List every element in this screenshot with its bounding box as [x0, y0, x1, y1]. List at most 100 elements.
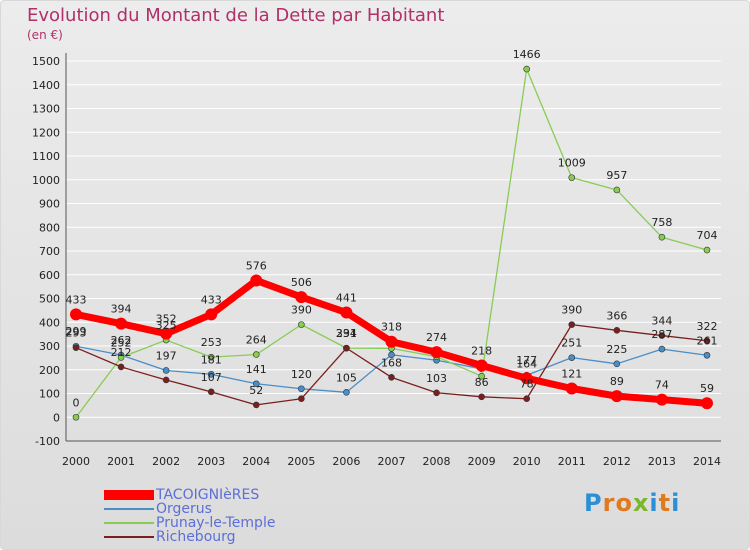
data-point	[343, 344, 350, 352]
data-label: 103	[426, 372, 447, 385]
data-label: 287	[651, 328, 672, 341]
data-point	[478, 372, 485, 380]
data-label: 121	[561, 368, 582, 381]
data-point	[388, 351, 395, 359]
y-tick-label: 200	[39, 364, 60, 377]
y-tick-label: 1300	[32, 103, 60, 116]
x-tick-label: 2005	[287, 455, 315, 468]
data-label: 394	[111, 303, 132, 316]
data-label: 291	[336, 327, 357, 340]
data-label: 107	[201, 371, 222, 384]
data-point	[655, 393, 668, 406]
y-tick-label: 1400	[32, 79, 60, 92]
data-point	[70, 308, 82, 321]
data-label: 758	[651, 216, 672, 229]
data-label: 218	[471, 344, 492, 357]
data-point	[298, 395, 305, 403]
y-tick-label: 700	[39, 245, 60, 258]
data-label: 344	[651, 315, 672, 328]
data-label: 89	[610, 375, 624, 388]
data-point	[115, 317, 128, 330]
y-tick-label: 600	[39, 269, 60, 282]
legend-swatch	[104, 508, 154, 510]
data-label: 105	[336, 371, 357, 384]
data-label: 181	[201, 353, 222, 366]
data-point	[520, 372, 533, 385]
y-tick-label: 400	[39, 316, 60, 329]
x-tick-label: 2007	[377, 455, 405, 468]
data-label: 253	[201, 336, 222, 349]
data-point	[250, 274, 263, 287]
data-point	[252, 401, 260, 409]
data-point	[703, 246, 711, 254]
data-point	[523, 65, 531, 73]
data-label: 576	[246, 259, 267, 272]
data-label: 390	[291, 304, 312, 317]
logo-letter: i	[649, 489, 659, 517]
data-point	[117, 363, 125, 371]
data-point	[568, 321, 576, 328]
data-point	[568, 354, 576, 361]
x-tick-label: 2003	[197, 455, 225, 468]
data-point	[298, 321, 305, 328]
data-label: 86	[475, 376, 489, 389]
data-point	[568, 174, 576, 181]
data-label: 1466	[513, 48, 541, 61]
data-label: 251	[561, 337, 582, 350]
data-label: 352	[156, 313, 177, 326]
x-tick-label: 2012	[603, 455, 631, 468]
x-tick-label: 2014	[693, 455, 721, 468]
logo-letter: P	[584, 489, 603, 517]
data-point	[340, 306, 353, 319]
legend-swatch	[104, 490, 154, 500]
proxiti-logo: Proxiti	[584, 489, 680, 517]
data-label: 299	[66, 325, 87, 338]
data-label: 506	[291, 276, 312, 289]
y-tick-label: 1100	[32, 150, 60, 163]
data-point	[430, 346, 443, 359]
data-point	[658, 233, 666, 241]
data-label: 74	[655, 379, 669, 392]
y-tick-label: -100	[35, 435, 60, 448]
data-point	[523, 395, 531, 403]
data-point	[162, 367, 170, 374]
data-point	[207, 353, 215, 361]
data-point	[72, 344, 80, 351]
data-label: 177	[516, 354, 537, 367]
data-label: 252	[111, 336, 132, 349]
data-label: 197	[156, 349, 177, 362]
legend-label: TACOIGNIèRES	[156, 487, 260, 503]
data-label: 168	[381, 356, 402, 369]
data-point	[658, 332, 666, 339]
logo-letter: x	[632, 489, 650, 517]
legend-label: Prunay-le-Temple	[156, 515, 276, 531]
data-point	[610, 390, 623, 403]
logo-letter: o	[615, 489, 633, 517]
data-label: 164	[516, 357, 537, 370]
data-point	[343, 389, 350, 396]
y-tick-label: 300	[39, 340, 60, 353]
data-point	[478, 393, 485, 401]
data-label: 274	[426, 331, 447, 344]
x-tick-label: 2000	[62, 455, 90, 468]
data-label: 264	[246, 334, 267, 347]
data-point	[613, 360, 621, 368]
data-point	[295, 291, 308, 304]
x-tick-label: 2001	[107, 455, 135, 468]
data-label: 334	[336, 327, 357, 340]
data-label: 120	[291, 368, 312, 381]
data-point	[613, 327, 621, 334]
data-label: 441	[336, 292, 357, 305]
data-point	[385, 335, 398, 348]
data-point	[298, 385, 305, 393]
x-tick-label: 2002	[152, 455, 180, 468]
y-tick-label: 1200	[32, 126, 60, 139]
data-point	[388, 374, 395, 381]
y-tick-label: 500	[39, 293, 60, 306]
data-point	[117, 354, 125, 361]
data-label: 433	[201, 293, 222, 306]
data-point	[72, 413, 80, 421]
data-label: 318	[381, 321, 402, 334]
data-label: 325	[156, 319, 177, 332]
